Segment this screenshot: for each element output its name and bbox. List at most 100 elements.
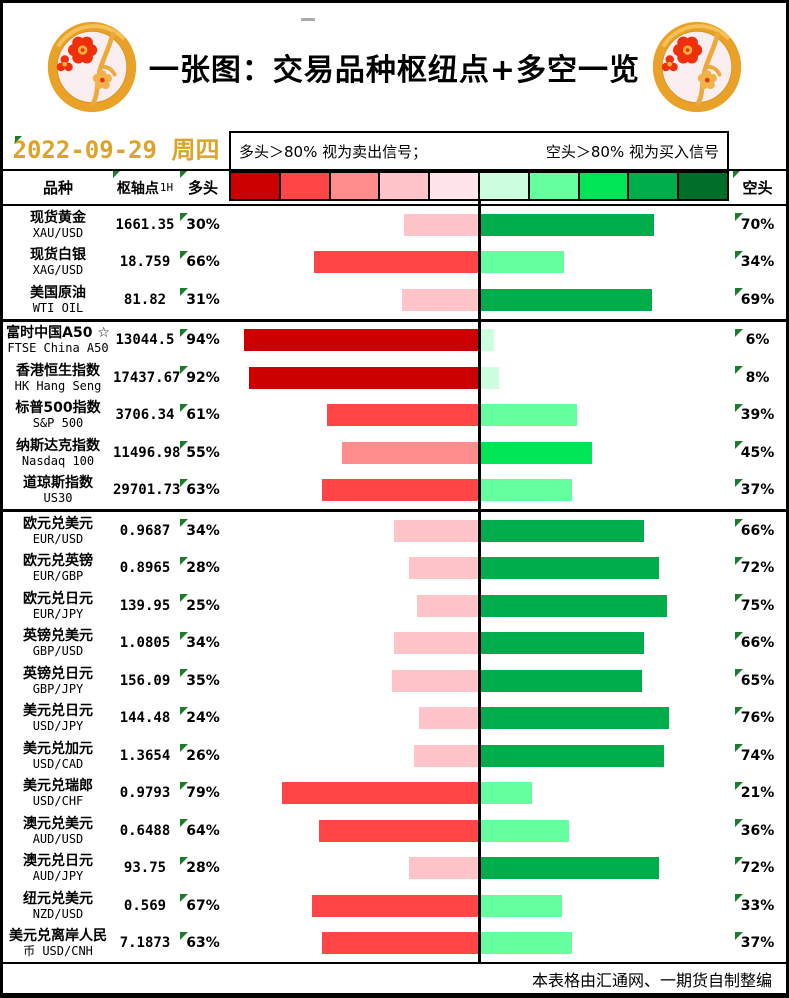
- long-bar: [401, 288, 478, 311]
- long-percent-cell: 64%: [177, 812, 229, 850]
- instrument-cell: 欧元兑日元 EUR/JPY: [3, 591, 113, 621]
- long-percent: 55%: [186, 444, 220, 461]
- table-row: 美元兑日元 USD/JPY 144.48 24% 76%: [3, 699, 786, 738]
- bar-track: [229, 243, 729, 282]
- bar-track: [229, 887, 729, 925]
- short-percent-cell: 69%: [729, 281, 786, 319]
- comment-marker-icon: [733, 171, 740, 178]
- table-row: 欧元兑美元 EUR/USD 0.9687 34% 66%: [3, 512, 786, 550]
- instrument-name: 富时中国A50 ☆: [6, 325, 110, 342]
- long-percent: 35%: [186, 672, 220, 689]
- instrument-ticker: FTSE China A50: [7, 341, 109, 356]
- table-row: 澳元兑美元 AUD/USD 0.6488 64% 36%: [3, 812, 786, 850]
- long-bar: [321, 932, 478, 955]
- short-bar: [480, 632, 644, 655]
- instrument-name: 美国原油: [30, 284, 86, 301]
- table-row: 现货黄金 XAU/USD 1661.35 30% 70%: [3, 206, 786, 244]
- short-percent-cell: 37%: [729, 925, 786, 963]
- col-short-label: 空头: [729, 171, 786, 204]
- short-percent: 6%: [745, 332, 770, 349]
- long-percent: 26%: [186, 747, 220, 764]
- instrument-name: 现货白银: [30, 247, 86, 264]
- instrument-cell: 美元兑日元 USD/JPY: [3, 703, 113, 733]
- short-percent: 66%: [740, 635, 775, 652]
- long-percent: 61%: [186, 407, 220, 424]
- pivot-value: 0.8965: [119, 560, 171, 577]
- comment-marker-icon: [735, 819, 743, 827]
- pivot-value: 1661.35: [115, 216, 175, 233]
- comment-marker-icon: [735, 781, 743, 790]
- comment-marker-icon: [113, 171, 120, 178]
- group-separator: [3, 509, 786, 512]
- pivot-value: 93.75: [123, 860, 167, 877]
- plum-blossom-coin-icon: [652, 21, 742, 113]
- table-row: 道琼斯指数 US30 29701.73 63% 37%: [3, 471, 786, 510]
- short-percent: 74%: [740, 747, 775, 764]
- short-bar: [480, 251, 564, 274]
- pivot-value: 139.95: [119, 597, 171, 614]
- table-row: 美元兑加元 USD/CAD 1.3654 26% 74%: [3, 737, 786, 775]
- instrument-cell: 美国原油 WTI OIL: [3, 285, 113, 315]
- long-percent: 79%: [186, 785, 220, 802]
- long-bar: [419, 707, 478, 730]
- pivot-value: 81.82: [123, 291, 167, 308]
- instrument-ticker: 币 USD/CNH: [23, 944, 93, 959]
- pivot-value: 1.0805: [119, 635, 171, 652]
- group-separator: [3, 318, 786, 322]
- short-percent-cell: 70%: [729, 206, 786, 244]
- credit-text: 本表格由汇通网、一期货自制整编: [531, 970, 772, 990]
- scale-swatch: [627, 173, 678, 199]
- table-row: 标普500指数 S&P 500 3706.34 61% 39%: [3, 396, 786, 435]
- instrument-cell: 美元兑瑞郎 USD/CHF: [3, 778, 113, 808]
- instrument-name: 澳元兑日元: [23, 853, 93, 870]
- color-scale-strip: [229, 171, 729, 201]
- comment-marker-icon: [735, 556, 743, 565]
- bar-track: [229, 281, 729, 319]
- short-bar: [480, 894, 562, 917]
- comment-marker-icon: [735, 894, 743, 902]
- short-percent-cell: 45%: [729, 434, 786, 472]
- long-percent: 31%: [186, 291, 220, 308]
- table-row: 纳斯达克指数 Nasdaq 100 11496.98 55% 45%: [3, 434, 786, 472]
- comment-marker-icon: [180, 213, 188, 221]
- long-percent: 34%: [186, 635, 220, 652]
- long-percent-cell: 63%: [177, 472, 229, 510]
- long-percent: 25%: [186, 597, 220, 614]
- table-row: 美元兑瑞郎 USD/CHF 0.9793 79% 21%: [3, 774, 786, 813]
- pinwheel-flower: [68, 36, 98, 64]
- bar-track: [229, 699, 729, 738]
- bar-track: [229, 812, 729, 850]
- instrument-name: 香港恒生指数: [16, 362, 100, 379]
- instrument-name: 道琼斯指数: [23, 475, 93, 492]
- subheader: 2022-09-29 周四 多头＞80% 视为卖出信号； 空头＞80% 视为买入…: [3, 131, 786, 169]
- short-bar: [480, 819, 569, 842]
- short-percent-cell: 66%: [729, 625, 786, 663]
- bar-track: [229, 434, 729, 472]
- table-row: 澳元兑日元 AUD/JPY 93.75 28% 72%: [3, 849, 786, 888]
- pivot-value: 17437.67: [113, 369, 181, 386]
- short-percent-cell: 36%: [729, 812, 786, 850]
- scale-swatch: [328, 173, 379, 199]
- instrument-ticker: EUR/USD: [32, 531, 84, 546]
- pivot-value: 13044.5: [115, 332, 175, 349]
- instrument-ticker: USD/JPY: [32, 719, 84, 734]
- bar-track: [229, 206, 729, 244]
- short-percent-cell: 72%: [729, 850, 786, 888]
- comment-marker-icon: [180, 781, 188, 790]
- short-percent-cell: 34%: [729, 244, 786, 282]
- gold-blossom: [92, 70, 112, 90]
- header: 一张图：交易品种枢纽点+多空一览: [3, 3, 786, 131]
- bar-track: [229, 471, 729, 510]
- table-row: 纽元兑美元 NZD/USD 0.569 67% 33%: [3, 887, 786, 925]
- bar-track: [229, 774, 729, 813]
- short-bar: [480, 441, 592, 464]
- instrument-ticker: AUD/USD: [32, 831, 84, 846]
- short-percent: 70%: [740, 216, 775, 233]
- long-bar: [281, 782, 478, 805]
- date-cell: 2022-09-29 周四: [3, 131, 229, 169]
- table-row: 现货白银 XAG/USD 18.759 66% 34%: [3, 243, 786, 282]
- long-bar: [394, 519, 478, 542]
- comment-marker-icon: [735, 594, 743, 602]
- short-percent-cell: 6%: [729, 322, 786, 360]
- col-pivot-text: 枢轴点: [116, 180, 159, 197]
